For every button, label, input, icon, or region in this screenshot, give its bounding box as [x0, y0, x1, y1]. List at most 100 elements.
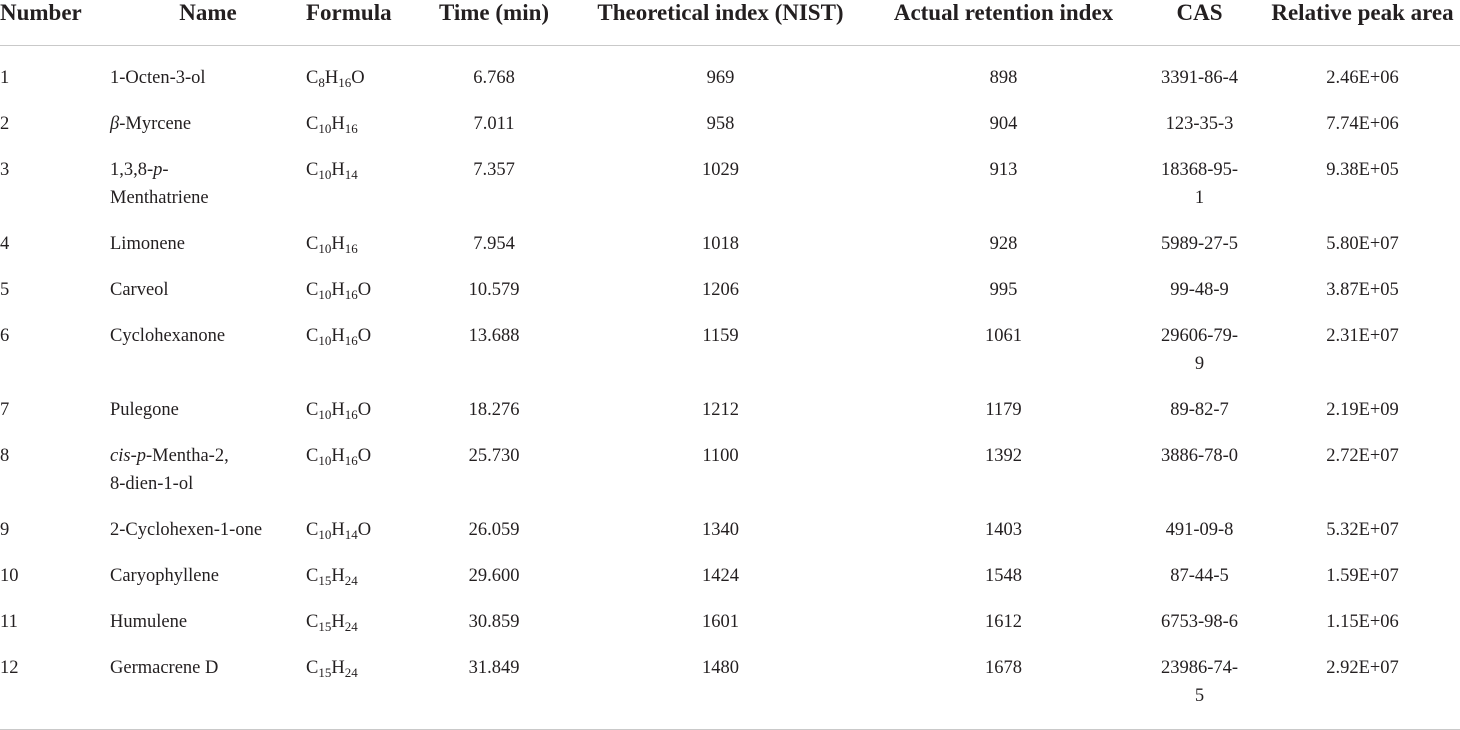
- cell-cas: 3886-78-0: [1160, 446, 1239, 466]
- cell-name: 1,3,8-p- Menthatriene: [110, 160, 209, 208]
- cell-actual-retention-index: 1678: [873, 636, 1134, 730]
- cell-formula: C10H16O: [306, 400, 372, 422]
- cell-name: β-Myrcene: [110, 114, 192, 134]
- cell-formula: C10H16O: [306, 446, 372, 468]
- cell-number: 11: [0, 612, 18, 632]
- cell-theoretical-index: 1340: [702, 520, 739, 540]
- cell-formula: C10H16: [306, 234, 358, 256]
- cell-actual-retention-index: 1392: [985, 446, 1022, 466]
- cell-theoretical-index: 969: [706, 68, 735, 88]
- cell-actual-retention-index: 898: [989, 68, 1018, 88]
- cell-actual-retention-index: 1548: [985, 566, 1022, 586]
- cell-time: 26.059: [468, 520, 520, 540]
- cell-relative-peak-area: 2.31E+07: [1326, 326, 1399, 346]
- table-row: 6 Cyclohexanone C10H16O 13.688 1159 1061 29606…: [0, 304, 1460, 378]
- cell-time: 18.276: [468, 400, 520, 420]
- cell-cas: 6753-98-6: [1160, 612, 1239, 632]
- column-header-relative-peak-area: Relative peak area: [1265, 0, 1460, 46]
- cell-number: 8: [0, 446, 10, 466]
- cell-actual-retention-index: 1403: [985, 520, 1022, 540]
- cell-number: 1: [0, 68, 10, 88]
- cell-time: 7.011: [473, 114, 515, 134]
- cell-cas: 29606-79- 9: [1160, 326, 1239, 374]
- cell-formula: C10H14O: [306, 520, 372, 542]
- table-header-row: Number Name Formula Time (min) Theoretic…: [0, 0, 1460, 46]
- cell-actual-retention-index: 1179: [985, 400, 1022, 420]
- cell-cas: 89-82-7: [1170, 400, 1229, 420]
- cell-time: 25.730: [468, 446, 520, 466]
- column-header-name: Name: [110, 0, 306, 46]
- cell-formula: C15H24: [306, 612, 358, 634]
- cell-time: 10.579: [468, 280, 520, 300]
- cell-name: Carveol: [110, 280, 169, 300]
- cell-relative-peak-area: 2.72E+07: [1326, 446, 1399, 466]
- cell-time: 7.954: [473, 234, 515, 254]
- cell-formula: C10H16O: [306, 326, 372, 348]
- table-row: 7 Pulegone C10H16O 18.276 1212 1179 89-82-7 2.1…: [0, 378, 1460, 424]
- cell-relative-peak-area: 7.74E+06: [1326, 114, 1399, 134]
- table-row: 3 1,3,8-p- Menthatriene C10H14 7.357 1029 913 1…: [0, 138, 1460, 212]
- cell-theoretical-index: 958: [706, 114, 735, 134]
- table-row: 5 Carveol C10H16O 10.579 1206 995 99-48-9 3.87E…: [0, 258, 1460, 304]
- cell-name: 2-Cyclohexen-1-one: [110, 520, 263, 540]
- cell-number: 5: [0, 280, 10, 300]
- cell-actual-retention-index: 928: [989, 234, 1018, 254]
- cell-time: 6.768: [473, 68, 515, 88]
- cell-time: 30.859: [468, 612, 520, 632]
- column-header-formula: Formula: [306, 0, 420, 46]
- cell-name: cis-p-Mentha-2, 8-dien-1-ol: [110, 446, 229, 494]
- cell-formula: C10H14: [306, 160, 358, 182]
- cell-time: 7.357: [473, 160, 515, 180]
- table-row: 11 Humulene C15H24 30.859 1601 1612 6753-98-6 1…: [0, 590, 1460, 636]
- cell-name: Limonene: [110, 234, 186, 254]
- cell-theoretical-index: 1212: [702, 400, 739, 420]
- cell-theoretical-index: 1100: [702, 446, 739, 466]
- cell-formula: C15H24: [306, 636, 420, 730]
- table-body: 1 1-Octen-3-ol C8H16O 6.768 969 898 3391-86-4 2…: [0, 46, 1460, 730]
- table-row: 1 1-Octen-3-ol C8H16O 6.768 969 898 3391-86-4 2…: [0, 46, 1460, 93]
- cell-theoretical-index: 1029: [702, 160, 739, 180]
- column-header-time: Time (min): [420, 0, 568, 46]
- cell-number: 7: [0, 400, 10, 420]
- cell-relative-peak-area: 5.32E+07: [1326, 520, 1399, 540]
- cell-theoretical-index: 1480: [568, 636, 873, 730]
- cell-relative-peak-area: 9.38E+05: [1326, 160, 1399, 180]
- cell-theoretical-index: 1159: [702, 326, 739, 346]
- cell-number: 6: [0, 326, 10, 346]
- cell-theoretical-index: 1018: [702, 234, 739, 254]
- cell-formula: C8H16O: [306, 68, 365, 90]
- cell-cas: 18368-95- 1: [1160, 160, 1239, 208]
- cell-actual-retention-index: 904: [989, 114, 1018, 134]
- cell-number: 4: [0, 234, 10, 254]
- cell-time: 13.688: [468, 326, 520, 346]
- column-header-cas: CAS: [1134, 0, 1265, 46]
- cell-cas: 23986-74- 5: [1134, 636, 1265, 730]
- table-row: 12 Germacrene D C15H24 31.849 1480 1678 23986-…: [0, 636, 1460, 730]
- cell-actual-retention-index: 1061: [985, 326, 1022, 346]
- cell-name: Caryophyllene: [110, 566, 219, 586]
- cell-relative-peak-area: 2.19E+09: [1326, 400, 1399, 420]
- cell-cas: 491-09-8: [1165, 520, 1234, 540]
- cell-name: Humulene: [110, 612, 188, 632]
- table-row: 9 2-Cyclohexen-1-one C10H14O 26.059 1340 1403…: [0, 498, 1460, 544]
- cell-name: Cyclohexanone: [110, 326, 226, 346]
- cell-number: 10: [0, 566, 19, 586]
- cell-relative-peak-area: 5.80E+07: [1326, 234, 1399, 254]
- cell-number: 2: [0, 114, 10, 134]
- cell-theoretical-index: 1206: [702, 280, 739, 300]
- cell-cas: 5989-27-5: [1160, 234, 1239, 254]
- cell-number: 3: [0, 160, 10, 180]
- cell-actual-retention-index: 995: [989, 280, 1018, 300]
- cell-number: 12: [0, 636, 110, 730]
- cell-number: 9: [0, 520, 10, 540]
- cell-formula: C15H24: [306, 566, 358, 588]
- column-header-actual-retention-index: Actual retention index: [873, 0, 1134, 46]
- cell-formula: C10H16O: [306, 280, 372, 302]
- cell-time: 31.849: [420, 636, 568, 730]
- cell-cas: 87-44-5: [1170, 566, 1229, 586]
- cell-actual-retention-index: 913: [989, 160, 1018, 180]
- cell-relative-peak-area: 1.59E+07: [1326, 566, 1399, 586]
- cell-name: Pulegone: [110, 400, 179, 420]
- table-row: 2 β-Myrcene C10H16 7.011 958 904 123-35-3 7.74E…: [0, 92, 1460, 138]
